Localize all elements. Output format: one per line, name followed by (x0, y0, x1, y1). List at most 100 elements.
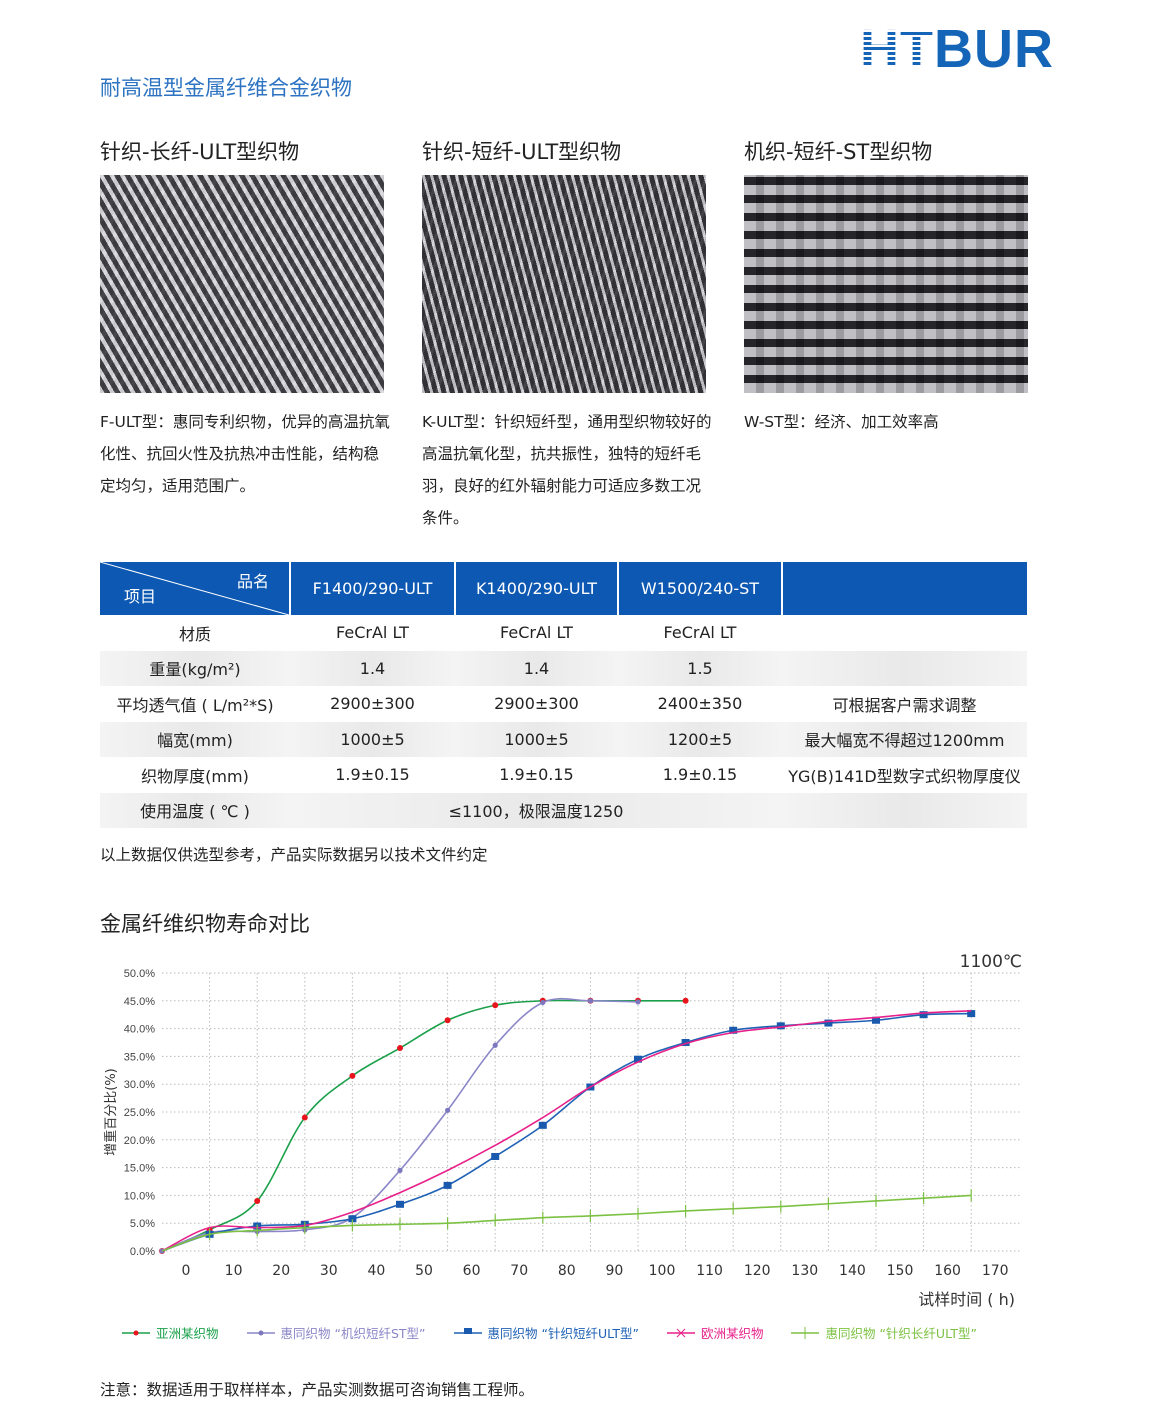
legend-label: 惠同织物 “针织短纤ULT型” (487, 1326, 639, 1341)
x-tick-label: 130 (791, 1263, 818, 1279)
cell: 2900±300 (330, 694, 415, 714)
table-row: 织物厚度(mm) 1.9±0.15 1.9±0.15 1.9±0.15 YG(B)141… (100, 757, 1027, 793)
legend-swatch-icon (246, 1330, 275, 1335)
y-tick-label: 45.0% (124, 996, 155, 1008)
series-line (161, 1010, 972, 1252)
cell (782, 792, 1027, 828)
x-tick-label: 30 (320, 1263, 338, 1279)
product-heading: 机织-短纤-ST型织物 (744, 140, 933, 164)
data-point (445, 1107, 451, 1113)
table-row: 重量(kg/m²) 1.4 1.4 1.5 (100, 650, 1027, 686)
fabric-image-k-ult (422, 175, 706, 393)
x-tick-label: 120 (744, 1263, 771, 1279)
x-tick-label: 60 (463, 1263, 481, 1279)
series-line (161, 1012, 972, 1252)
cell: FeCrAl LT (336, 623, 409, 643)
x-tick-label: 110 (696, 1263, 723, 1279)
column-header: K1400/290-ULT (454, 562, 618, 615)
legend-label: 惠同织物 “针织长纤ULT型” (825, 1326, 977, 1341)
data-point (397, 1045, 403, 1052)
y-tick-label: 15.0% (124, 1163, 155, 1175)
y-tick-label: 25.0% (124, 1107, 155, 1119)
cell: YG(B)141D型数字式织物厚度仪 (788, 766, 1021, 786)
product-heading: 针织-短纤-ULT型织物 (422, 140, 622, 164)
table-row: 使用温度 ( ℃ ) ≤1100，极限温度1250 (100, 792, 1027, 828)
cell: 1.9±0.15 (335, 765, 410, 785)
x-tick-label: 80 (558, 1263, 576, 1279)
cell (782, 650, 1027, 686)
spec-table: 品名 项目 F1400/290-ULT K1400/290-ULT W1500/… (100, 562, 1027, 828)
data-point (919, 1011, 928, 1019)
series-line (161, 1194, 972, 1252)
data-point (682, 997, 689, 1004)
legend-item: 惠同织物 “机织短纤ST型” (246, 1323, 426, 1342)
data-point (491, 1152, 500, 1160)
data-point (397, 1167, 403, 1173)
cell (782, 615, 1027, 651)
data-point (348, 1215, 357, 1223)
data-point (444, 1017, 451, 1024)
data-point (349, 1072, 356, 1079)
y-tick-label: 30.0% (124, 1079, 155, 1091)
legend-item: 惠同织物 “针织长纤ULT型” (791, 1323, 977, 1342)
page-title: 耐高温型金属纤维合金织物 (100, 76, 352, 100)
legend-swatch-icon (666, 1328, 695, 1337)
x-tick-label: 160 (934, 1263, 961, 1279)
y-axis-label: 增重百分比(%) (103, 1068, 119, 1156)
legend-swatch-icon (453, 1327, 482, 1334)
legend-label: 亚洲某织物 (156, 1326, 219, 1341)
data-point (776, 1022, 785, 1030)
data-point (872, 1016, 880, 1024)
product-description: F-ULT型：惠同专利织物，优异的高温抗氧化性、抗回火性及抗热冲击性能，结构稳定… (100, 413, 390, 495)
cell: 1200±5 (618, 721, 782, 757)
x-tick-label: 0 (182, 1263, 191, 1279)
data-point (634, 1055, 642, 1063)
product-description: W-ST型：经济、加工效率高 (744, 413, 939, 431)
data-point (967, 1010, 976, 1018)
series-line (161, 999, 686, 1252)
y-tick-label: 50.0% (124, 968, 155, 980)
data-point (396, 1200, 404, 1208)
corner-header: 品名 项目 (100, 562, 290, 615)
y-tick-label: 0.0% (130, 1246, 155, 1258)
legend-item: 亚洲某织物 (122, 1323, 219, 1342)
x-tick-label: 150 (887, 1263, 914, 1279)
row-label: 材质 (178, 624, 211, 644)
cell: 1000±5 (290, 721, 455, 757)
life-comparison-chart: 0.0% 5.0% 10.0% 15.0% 20.0% 25.0% 30.0% 35.0% 40… (103, 952, 1022, 1309)
data-point (443, 1181, 452, 1189)
x-tick-label: 90 (605, 1263, 623, 1279)
y-tick-label: 40.0% (124, 1024, 155, 1036)
x-tick-label: 10 (225, 1263, 243, 1279)
cell: FeCrAl LT (500, 623, 573, 643)
data-point (492, 1042, 498, 1048)
brand-logo: HTBUR (860, 19, 1054, 79)
y-tick-label: 35.0% (124, 1051, 155, 1063)
data-point (492, 1002, 499, 1009)
x-tick-label: 20 (272, 1263, 290, 1279)
cell: 1.4 (290, 650, 455, 686)
legend-label: 惠同织物 “机织短纤ST型” (280, 1326, 426, 1341)
product-heading: 针织-长纤-ULT型织物 (100, 140, 300, 164)
data-point (824, 1019, 833, 1027)
cell: 1.5 (618, 650, 782, 686)
x-tick-label: 40 (367, 1263, 385, 1279)
data-point (254, 1197, 261, 1204)
data-point (729, 1026, 738, 1034)
cell: 1.9±0.15 (499, 765, 574, 785)
cell: 1.9±0.15 (662, 765, 738, 785)
data-point (587, 998, 594, 1004)
cell: 1000±5 (455, 721, 618, 757)
y-tick-label: 10.0% (124, 1190, 155, 1202)
table-row: 幅宽(mm) 1000±5 1000±5 1200±5 最大幅宽不得超过1200mm (100, 721, 1027, 757)
product-description: K-ULT型：针织短纤型，通用型织物较好的高温抗氧化型，抗共振性，独特的短纤毛羽… (422, 413, 712, 527)
row-label: 幅宽(mm) (100, 721, 290, 757)
data-point (635, 999, 641, 1005)
legend-swatch-icon (122, 1330, 150, 1335)
cell: ≤1100，极限温度1250 (290, 792, 782, 828)
table-note: 以上数据仅供选型参考，产品实际数据另以技术文件约定 (100, 846, 488, 864)
x-tick-label: 170 (982, 1263, 1009, 1279)
cell: 可根据客户需求调整 (832, 695, 977, 715)
legend-item: 欧洲某织物 (666, 1323, 763, 1342)
row-label: 织物厚度(mm) (141, 766, 249, 786)
